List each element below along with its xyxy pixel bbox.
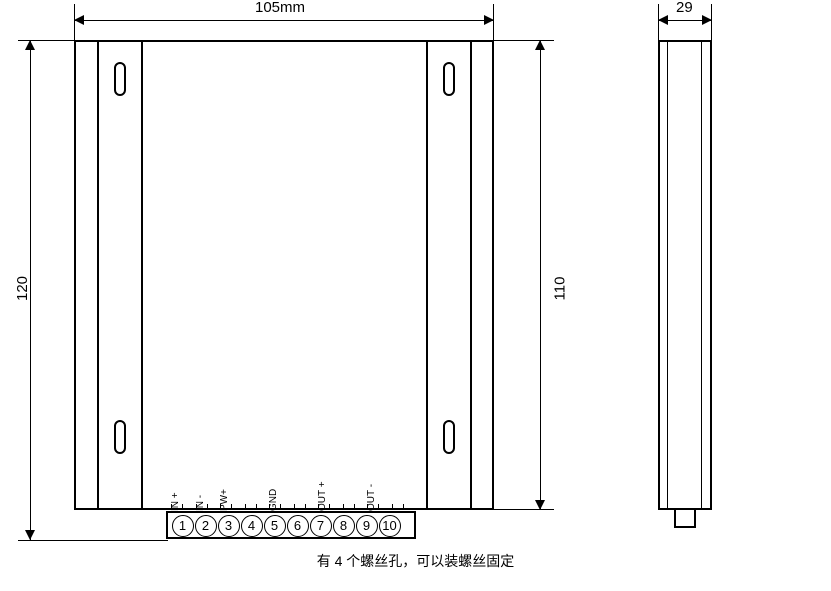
width-dim-arrow	[74, 20, 494, 21]
terminal-notch	[294, 504, 306, 510]
terminal-number: 10	[379, 515, 401, 537]
terminal-notch	[171, 504, 183, 510]
side-inner-line	[701, 42, 702, 508]
terminal-notch	[245, 504, 257, 510]
height-inner-label: 110	[551, 277, 568, 301]
ext-line	[494, 509, 554, 510]
side-inner-line	[667, 42, 668, 508]
terminal-number: 4	[241, 515, 263, 537]
terminal-number: 2	[195, 515, 217, 537]
terminal-number: 5	[264, 515, 286, 537]
depth-dim-label: 29	[676, 0, 693, 16]
terminal-notch	[392, 504, 404, 510]
terminal-notch	[269, 504, 281, 510]
depth-dim-arrow	[658, 20, 712, 21]
width-dim-label: 105mm	[255, 0, 305, 16]
screw-slot	[443, 62, 455, 96]
ext-line	[494, 40, 554, 41]
screw-slot	[443, 420, 455, 454]
terminal-notch	[318, 504, 330, 510]
screw-slot	[114, 420, 126, 454]
terminal-number: 6	[287, 515, 309, 537]
terminal-notch	[220, 504, 232, 510]
side-connector	[674, 510, 696, 528]
terminal-number: 9	[356, 515, 378, 537]
height-inner-arrow	[540, 40, 541, 510]
ext-line	[18, 540, 168, 541]
terminal-number: 7	[310, 515, 332, 537]
terminal-block: 12345678910	[166, 511, 416, 539]
terminal-notch	[196, 504, 208, 510]
terminal-number: 1	[172, 515, 194, 537]
terminal-notch	[367, 504, 379, 510]
screw-slot	[114, 62, 126, 96]
technical-drawing: 105mm 29 120 110 IN +IN -PW+GNDOUT +OUT …	[0, 0, 831, 591]
caption-text: 有 4 个螺丝孔，可以装螺丝固定	[0, 551, 831, 571]
terminal-notch	[343, 504, 355, 510]
terminal-number: 3	[218, 515, 240, 537]
height-outer-label: 120	[14, 276, 31, 301]
terminal-number: 8	[333, 515, 355, 537]
